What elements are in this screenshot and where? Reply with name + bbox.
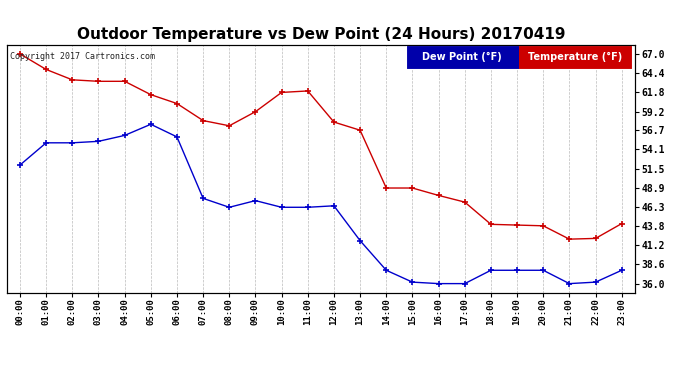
Title: Outdoor Temperature vs Dew Point (24 Hours) 20170419: Outdoor Temperature vs Dew Point (24 Hou… — [77, 27, 565, 42]
FancyBboxPatch shape — [519, 45, 631, 69]
Text: Dew Point (°F): Dew Point (°F) — [422, 52, 502, 62]
FancyBboxPatch shape — [406, 45, 519, 69]
Text: Temperature (°F): Temperature (°F) — [528, 52, 622, 62]
Text: Copyright 2017 Cartronics.com: Copyright 2017 Cartronics.com — [10, 53, 155, 62]
